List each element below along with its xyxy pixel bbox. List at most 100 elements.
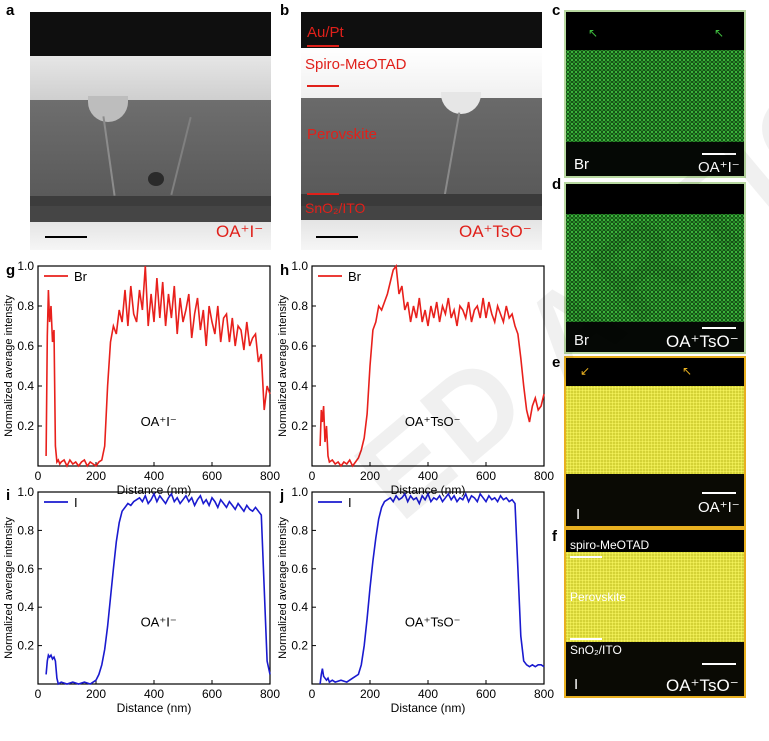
x-tick-label: 400 [144, 469, 164, 483]
y-tick-label: 0.6 [291, 339, 308, 353]
legend-label: Br [348, 269, 362, 284]
y-tick-label: 1.0 [17, 259, 34, 273]
series-line-br [45, 265, 271, 468]
line-chart-g: 0 200 400 600 800 0.2 0.4 0.6 0.8 1.0 Distance (nm… [3, 259, 280, 497]
x-tick-label: 800 [534, 469, 554, 483]
element-label-f: I [574, 676, 579, 693]
scale-bar-c [702, 153, 736, 155]
y-tick-label: 0.8 [17, 523, 34, 537]
scale-bar-b [316, 236, 358, 238]
y-tick-label: 0.2 [17, 419, 34, 433]
y-tick-label: 0.4 [291, 600, 308, 614]
eds-map-f: spiro-MeOTAD Perovskite SnO₂/ITO I OA⁺Ts… [564, 528, 746, 698]
y-tick-label: 0.8 [291, 299, 308, 313]
y-tick-label: 0.8 [291, 523, 308, 537]
plot-frame [37, 265, 271, 467]
y-axis-label: Normalized average intensity [3, 295, 15, 437]
panel-label-c: c [552, 2, 561, 19]
line-chart-h: 0 200 400 600 800 0.2 0.4 0.6 0.8 1.0 Distance (nm… [277, 259, 554, 497]
y-tick-label: 0.2 [291, 419, 308, 433]
x-tick-label: 600 [202, 687, 222, 701]
scale-bar-a [45, 236, 87, 238]
x-tick-label: 800 [260, 687, 280, 701]
series-line-i [319, 491, 545, 685]
sample-label-c: OA⁺I⁻ [698, 159, 740, 176]
arrow-icon-e2: ↖ [682, 364, 693, 378]
y-tick-label: 0.4 [17, 379, 34, 393]
layer-label-sno2: SnO₂/ITO [305, 200, 366, 216]
x-tick-label: 600 [202, 469, 222, 483]
y-axis-label: Normalized average intensity [277, 295, 289, 437]
panel-label-g: g [6, 262, 16, 279]
legend-label: I [74, 495, 78, 510]
x-axis-label: Distance (nm) [117, 483, 192, 497]
layer-label-perovskite: Perovskite [307, 126, 378, 143]
series-line-br [319, 263, 545, 468]
y-axis-label: Normalized average intensity [3, 517, 15, 659]
legend-label: Br [74, 269, 88, 284]
tem-image-a: OA⁺I⁻ [30, 12, 271, 250]
sample-annotation: OA⁺I⁻ [141, 614, 177, 629]
element-label-c: Br [574, 156, 589, 173]
eds-map-c: ↖ ↖ Br OA⁺I⁻ [564, 10, 746, 178]
panel-label-e: e [552, 354, 561, 371]
sample-label-d: OA⁺TsO⁻ [666, 332, 739, 351]
x-axis-label: Distance (nm) [117, 701, 192, 715]
eds-map-d: Br OA⁺TsO⁻ [564, 182, 746, 354]
layer-label-f-spiro: spiro-MeOTAD [570, 538, 650, 552]
panel-label-j: j [280, 487, 285, 504]
y-tick-label: 0.2 [291, 639, 308, 653]
x-tick-label: 0 [309, 469, 316, 483]
eds-map-e: ↙ ↖ I OA⁺I⁻ [564, 356, 746, 528]
line-chart-j: 0 200 400 600 800 0.2 0.4 0.6 0.8 1.0 Distance (nm… [277, 485, 554, 715]
panel-label-b: b [280, 2, 290, 19]
y-tick-label: 0.4 [17, 600, 34, 614]
element-label-d: Br [574, 332, 589, 349]
layer-marker-spiro [307, 85, 339, 87]
layer-label-spiro: Spiro-MeOTAD [305, 56, 407, 73]
layer-label-aupt: Au/Pt [307, 24, 344, 41]
y-tick-label: 1.0 [291, 485, 308, 499]
sample-annotation: OA⁺TsO⁻ [405, 414, 461, 429]
arrow-icon-c2: ↖ [714, 26, 725, 40]
y-tick-label: 0.2 [17, 639, 34, 653]
x-tick-label: 600 [476, 687, 496, 701]
series-line-i [45, 491, 271, 686]
tem-image-b: Au/Pt Spiro-MeOTAD Perovskite SnO₂/ITO O… [301, 12, 542, 250]
sample-label-f: OA⁺TsO⁻ [666, 676, 739, 695]
x-tick-label: 0 [309, 687, 316, 701]
layer-marker-sno2 [307, 193, 339, 195]
legend-label: I [348, 495, 352, 510]
plot-frame [37, 491, 271, 685]
y-tick-label: 0.8 [17, 299, 34, 313]
x-tick-label: 600 [476, 469, 496, 483]
x-tick-label: 400 [144, 687, 164, 701]
x-axis-label: Distance (nm) [391, 483, 466, 497]
arrow-icon-e1: ↙ [580, 364, 591, 378]
y-tick-label: 1.0 [291, 259, 308, 273]
y-axis-label: Normalized average intensity [277, 517, 289, 659]
y-tick-label: 0.6 [17, 339, 34, 353]
element-label-e: I [576, 506, 581, 523]
plot-frame [311, 265, 545, 467]
plot-frame [311, 491, 545, 685]
panel-label-i: i [6, 487, 11, 504]
panel-label-d: d [552, 176, 562, 193]
y-tick-label: 0.6 [17, 562, 34, 576]
x-tick-label: 800 [260, 469, 280, 483]
layer-label-f-perovskite: Perovskite [570, 590, 627, 604]
layer-label-f-sno2: SnO₂/ITO [570, 643, 622, 657]
sample-label-a: OA⁺I⁻ [216, 222, 264, 241]
scale-bar-e [702, 492, 736, 494]
scale-bar-d [702, 327, 736, 329]
x-tick-label: 400 [418, 687, 438, 701]
panel-label-h: h [280, 262, 290, 279]
x-tick-label: 200 [360, 469, 380, 483]
x-tick-label: 400 [418, 469, 438, 483]
layer-marker-f-spiro [570, 556, 602, 558]
x-axis-label: Distance (nm) [391, 701, 466, 715]
x-tick-label: 0 [35, 687, 42, 701]
layer-marker-f-sno2 [570, 638, 602, 640]
y-tick-label: 1.0 [17, 485, 34, 499]
x-tick-label: 0 [35, 469, 42, 483]
